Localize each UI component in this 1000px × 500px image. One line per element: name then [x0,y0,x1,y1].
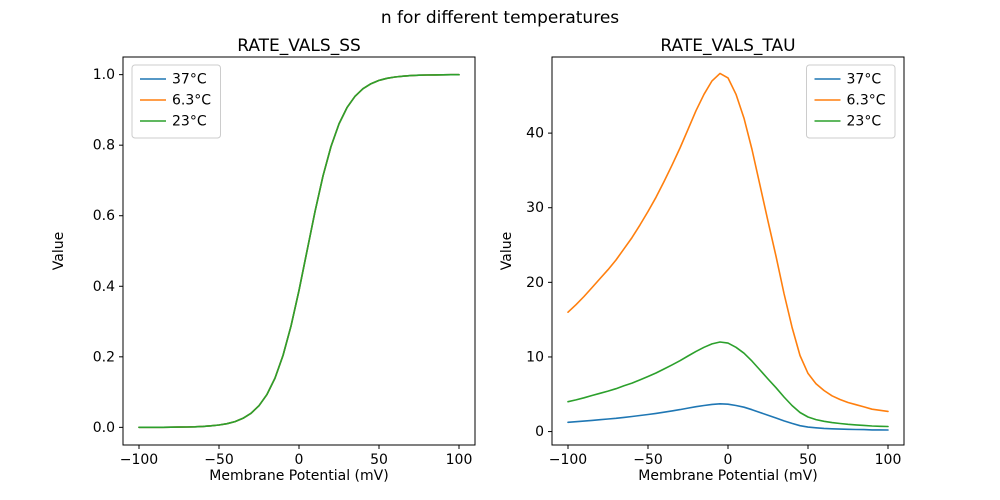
y-tick-label: 0 [535,424,544,440]
tau-plot-title: RATE_VALS_TAU [660,36,796,56]
series-line-37°C [567,402,889,431]
legend-label: 6.3°C [847,93,886,109]
y-tick-label: 20 [526,275,544,291]
ss-plot-title: RATE_VALS_SS [237,36,361,56]
legend-box [806,64,896,139]
x-tick-label: 50 [370,452,388,468]
y-tick-label: 0.0 [93,420,115,436]
x-tick-label: 50 [799,452,817,468]
ss-plot: −100 −50 0 50 100 0.0 0.2 0.4 0.6 0.8 1.0 37°C 6.3°C… [93,56,476,468]
x-tick-label: −50 [633,452,663,468]
x-tick-label: −100 [549,452,587,468]
x-tick-label: 0 [295,452,304,468]
series-line-23°C [567,341,889,428]
legend-label: 23°C [847,114,882,130]
legend-label: 37°C [847,72,882,88]
y-tick-label: 10 [526,349,544,365]
y-tick-label: 30 [526,200,544,216]
x-tick-label: 100 [446,452,473,468]
legend-box [131,64,221,139]
x-tick-label: −100 [120,452,158,468]
legend: 37°C 6.3°C 23°C [806,64,896,139]
legend-label: 23°C [172,114,207,130]
tau-yaxis-label: Value [499,231,515,271]
ss-xaxis-label: Membrane Potential (mV) [209,468,389,484]
tau-xaxis-label: Membrane Potential (mV) [638,468,818,484]
y-tick-label: 0.6 [93,208,115,224]
x-tick-label: 100 [875,452,902,468]
y-tick-label: 0.4 [93,279,115,295]
ss-yaxis-label: Value [51,231,67,271]
y-tick-label: 40 [526,126,544,142]
y-tick-label: 0.2 [93,349,115,365]
series-line-23°C [138,73,460,429]
y-tick-label: 1.0 [93,67,115,83]
legend: 37°C 6.3°C 23°C [131,64,221,139]
series-line-6.3°C [567,72,889,413]
figure-suptitle: n for different temperatures [380,8,620,28]
x-tick-label: −50 [204,452,234,468]
x-tick-label: 0 [724,452,733,468]
y-tick-label: 0.8 [93,138,115,154]
legend-label: 6.3°C [172,93,211,109]
legend-label: 37°C [172,72,207,88]
tau-plot: −100 −50 0 50 100 0 10 20 30 40 37°C 6.3°C 23°C [526,56,905,468]
